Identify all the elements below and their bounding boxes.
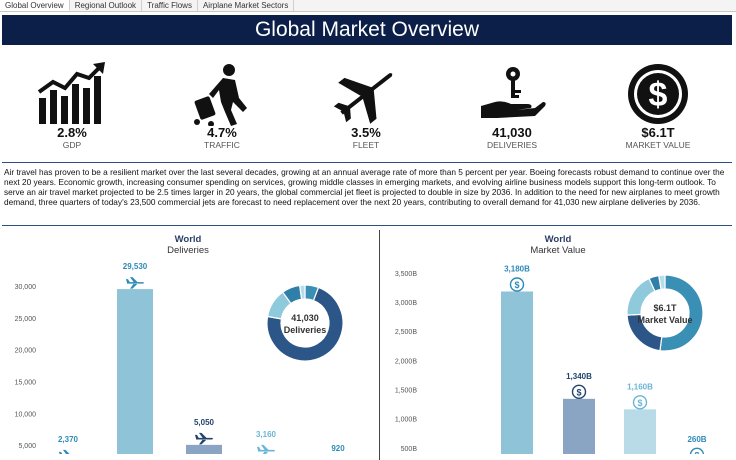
svg-text:$: $ <box>694 450 699 454</box>
market-value-bar <box>501 291 533 454</box>
deliveries-donut-slice <box>298 284 306 300</box>
market-value-bar-chart: 500B 1,000B 1,500B 2,000B 2,500B 3,000B 3,500B… <box>395 265 707 454</box>
airplane-icon <box>333 73 393 124</box>
market-value-donut-center-value: $6.1T <box>653 303 677 313</box>
divider-bottom <box>2 225 732 226</box>
market-value-bar-value-label: 3,180B <box>504 265 530 274</box>
market-value-donut-slice <box>659 274 704 352</box>
deliveries-donut-center-label: Deliveries <box>284 325 327 335</box>
deliveries-bar-value-label: 5,050 <box>194 418 215 427</box>
dollar-marker-icon: $ <box>689 447 705 454</box>
kpi-gdp-label: GDP <box>62 140 82 150</box>
dollar-marker-icon: $ <box>632 395 648 410</box>
tab-bar: Global Overview Regional Outlook Traffic… <box>0 0 736 12</box>
airplane-marker-icon <box>126 277 144 289</box>
deliveries-ytick-label: 10,000 <box>15 411 37 418</box>
svg-text:$: $ <box>637 398 642 408</box>
market-value-ytick-label: 3,500B <box>395 271 418 278</box>
market-value-donut-center-label: Market Value <box>637 315 692 325</box>
deliveries-ytick-label: 30,000 <box>15 284 37 291</box>
deliveries-donut-slice <box>266 286 344 362</box>
kpi-deliveries-value: 41,030 <box>492 125 532 140</box>
tab-traffic-flows[interactable]: Traffic Flows <box>142 0 198 11</box>
market-value-chart-header: World Market Value <box>478 234 638 256</box>
divider-top <box>2 162 732 163</box>
market-value-donut-slice <box>658 274 666 291</box>
market-value-ytick-label: 2,000B <box>395 358 418 365</box>
deliveries-bar-value-label: 3,160 <box>256 430 277 439</box>
airplane-marker-icon <box>257 444 275 454</box>
market-value-ytick-label: 500B <box>401 446 418 453</box>
market-value-bar-value-label: 1,160B <box>627 382 653 391</box>
market-value-donut-slice <box>626 277 656 316</box>
kpi-market-value-value: $6.1T <box>641 125 675 140</box>
kpi-market-value-label: MARKET VALUE <box>625 140 691 150</box>
kpi-fleet-label: FLEET <box>352 140 380 150</box>
market-value-chart-subtitle: Market Value <box>530 245 586 256</box>
market-value-chart-title: World <box>544 234 572 245</box>
tab-airplane-market-sectors[interactable]: Airplane Market Sectors <box>198 0 295 11</box>
kpi-market-value: $ $6.1T MARKET VALUE <box>598 62 718 151</box>
kpi-fleet: 3.5% FLEET <box>306 62 426 151</box>
intro-paragraph: Air travel has proven to be a resilient … <box>4 167 725 207</box>
tab-global-overview[interactable]: Global Overview <box>0 0 70 11</box>
deliveries-bar-value-label: 2,370 <box>58 435 79 444</box>
svg-text:$: $ <box>576 387 581 397</box>
kpi-gdp-value: 2.8% <box>57 125 87 140</box>
chart-divider <box>379 230 380 460</box>
deliveries-ytick-label: 20,000 <box>15 348 37 355</box>
deliveries-chart-title: World <box>174 234 202 245</box>
kpi-fleet-value: 3.5% <box>351 125 381 140</box>
deliveries-ytick-label: 25,000 <box>15 316 37 323</box>
market-value-bar-value-label: 260B <box>687 435 706 444</box>
deliveries-bar-value-label: 29,530 <box>123 262 148 271</box>
market-value-ytick-label: 1,500B <box>395 388 418 395</box>
market-value-ytick-label: 2,500B <box>395 329 418 336</box>
market-value-ytick-label: 1,000B <box>395 417 418 424</box>
airplane-marker-icon <box>195 432 213 445</box>
dollar-marker-icon: $ <box>571 384 587 400</box>
deliveries-bar-value-label: 920 <box>331 444 345 453</box>
svg-text:$: $ <box>514 280 519 290</box>
market-value-bar <box>624 409 656 454</box>
deliveries-bar <box>117 289 153 454</box>
deliveries-donut-center-value: 41,030 <box>291 313 319 323</box>
dollar-marker-icon: $ <box>509 277 525 292</box>
kpi-deliveries: 41,030 DELIVERIES <box>452 62 572 151</box>
market-value-bar-value-label: 1,340B <box>566 372 592 381</box>
deliveries-chart-header: World Deliveries <box>108 234 268 256</box>
deliveries-chart-subtitle: Deliveries <box>167 245 209 256</box>
market-value-ytick-label: 3,000B <box>395 300 418 307</box>
traveler-icon <box>194 64 247 126</box>
deliveries-bar-chart: 5,000 10,000 15,000 20,000 25,000 30,000 2,370… <box>15 262 345 454</box>
kpi-traffic-value: 4.7% <box>207 125 237 140</box>
deliveries-ytick-label: 15,000 <box>15 380 37 387</box>
tab-regional-outlook[interactable]: Regional Outlook <box>70 0 143 11</box>
market-value-bar <box>563 398 595 454</box>
deliveries-bar <box>186 444 222 454</box>
kpi-deliveries-label: DELIVERIES <box>486 140 538 150</box>
svg-text:$: $ <box>649 76 668 114</box>
hand-key-icon <box>481 67 546 118</box>
deliveries-ytick-label: 5,000 <box>18 443 36 450</box>
growth-chart-icon <box>37 62 105 124</box>
kpi-traffic-label: TRAFFIC <box>204 140 240 150</box>
dollar-icon: $ <box>628 64 688 124</box>
kpi-gdp: 2.8% GDP <box>12 62 132 151</box>
page-title: Global Market Overview <box>2 15 732 45</box>
kpi-traffic: 4.7% TRAFFIC <box>162 62 282 151</box>
airplane-marker-icon <box>59 449 70 454</box>
